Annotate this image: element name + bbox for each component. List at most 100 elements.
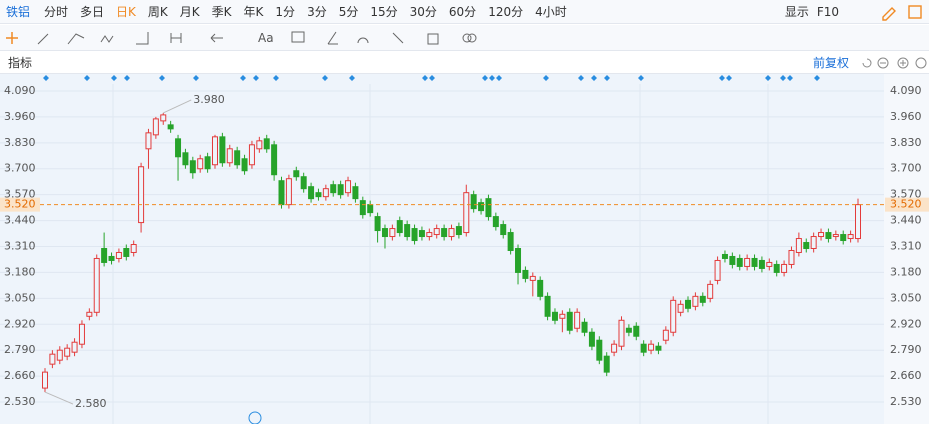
candle-body — [832, 234, 839, 238]
candle-body — [707, 283, 714, 299]
candle-body — [256, 140, 263, 150]
candle-body — [426, 232, 433, 238]
y-tick-label-right: 2.790 — [890, 343, 922, 356]
indicator-button[interactable]: 指标 — [8, 56, 33, 70]
last-price-label-right: 3.520 — [890, 198, 922, 211]
candle-body — [744, 257, 751, 267]
period-tab[interactable]: 季K — [211, 5, 232, 19]
candle-body — [788, 249, 795, 265]
y-tick-label-left: 4.090 — [4, 84, 36, 97]
period-tab[interactable]: 60分 — [448, 5, 477, 19]
candle-body — [529, 275, 536, 281]
period-tab[interactable]: 3分 — [307, 5, 327, 19]
candle-body — [714, 259, 721, 281]
period-tab[interactable]: 日K — [116, 5, 136, 19]
plot-background — [0, 74, 884, 424]
candle-body — [308, 186, 315, 200]
candle-body — [455, 226, 462, 236]
y-tick-label-left: 2.790 — [4, 343, 36, 356]
y-tick-label-right: 2.530 — [890, 395, 922, 408]
candle-body — [248, 144, 255, 166]
candle-body — [840, 234, 847, 242]
period-tab[interactable]: 4小时 — [535, 5, 567, 19]
candle-body — [123, 247, 130, 257]
period-tab[interactable]: 15分 — [370, 5, 398, 19]
candle-body — [803, 242, 810, 249]
candle-body — [463, 192, 470, 234]
candle-body — [522, 269, 529, 279]
candle-body — [492, 216, 499, 228]
axis-background — [884, 74, 929, 424]
candle-body — [692, 295, 699, 307]
candle-body — [596, 339, 603, 361]
candle-body — [211, 136, 218, 166]
candle-body — [559, 313, 566, 319]
candle-body — [204, 156, 211, 170]
candle-body — [115, 251, 122, 259]
candle-body — [330, 184, 337, 194]
candle-body — [766, 261, 773, 267]
period-tab[interactable]: 分时 — [44, 5, 69, 19]
symbol-tab[interactable]: 铁铝 — [6, 5, 31, 19]
candle-body — [507, 232, 514, 251]
candle-body — [271, 144, 278, 176]
draw-tools-2[interactable] — [288, 28, 488, 48]
candle-body — [411, 228, 418, 242]
candle-body — [611, 343, 618, 353]
candle-body — [293, 170, 300, 178]
period-tab[interactable]: 1分 — [275, 5, 296, 19]
indicator-bar: 指标 前复权 — [0, 52, 929, 74]
candle-body — [633, 325, 640, 337]
candle-body — [71, 341, 78, 353]
event-markers — [43, 75, 820, 81]
candle-body — [145, 132, 152, 150]
display-button[interactable]: 显示 — [784, 5, 809, 19]
period-tab[interactable]: 月K — [179, 5, 200, 19]
candle-body — [781, 263, 788, 273]
candle-body — [588, 331, 595, 347]
candle-body — [300, 176, 307, 190]
text-tool[interactable]: Aa — [258, 30, 274, 45]
draw-tools[interactable] — [6, 28, 256, 48]
edit-icons[interactable] — [879, 3, 929, 21]
period-tab[interactable]: 5分 — [338, 5, 359, 19]
candle-body — [448, 228, 455, 238]
candle-body — [640, 343, 647, 353]
candle-body — [389, 228, 396, 238]
candle-body — [810, 236, 817, 249]
last-price-label-left: 3.520 — [4, 198, 36, 211]
candle-body — [367, 204, 374, 214]
zoom-icons[interactable] — [859, 55, 929, 71]
candle-body — [478, 202, 485, 212]
y-tick-label-right: 3.700 — [890, 162, 922, 175]
y-tick-label-right: 4.090 — [890, 84, 922, 97]
period-tab[interactable]: 30分 — [409, 5, 437, 19]
adjust-button[interactable]: 前复权 — [812, 56, 849, 70]
chart: 2.530 2.530 2.660 2.660 2.790 2.790 2.920 2.920… — [0, 74, 929, 424]
candle-body — [315, 192, 322, 198]
candle-body — [825, 232, 832, 240]
period-tab[interactable]: 周K — [147, 5, 168, 19]
y-tick-label-left: 2.920 — [4, 317, 36, 330]
y-tick-label-right: 3.310 — [890, 240, 922, 253]
f10-button[interactable]: F10 — [816, 4, 839, 19]
period-tab[interactable]: 120分 — [488, 5, 524, 19]
vertical-grid — [112, 84, 769, 424]
candle-body — [49, 353, 56, 365]
candle-body — [433, 228, 440, 236]
y-tick-label-left: 3.310 — [4, 240, 36, 253]
candle-body — [515, 247, 522, 273]
candle-body — [855, 204, 861, 240]
y-tick-label-right: 3.960 — [890, 110, 922, 123]
candle-body — [93, 257, 100, 313]
period-tab[interactable]: 多日 — [80, 5, 105, 19]
candle-body — [721, 253, 728, 259]
candle-body — [670, 299, 677, 333]
candle-body — [441, 228, 448, 238]
candle-body — [396, 220, 403, 234]
candle-body — [219, 136, 226, 164]
period-tab[interactable]: 年K — [243, 5, 264, 19]
candle-body — [86, 311, 93, 317]
candle-body — [418, 230, 425, 238]
candle-body — [655, 345, 662, 351]
